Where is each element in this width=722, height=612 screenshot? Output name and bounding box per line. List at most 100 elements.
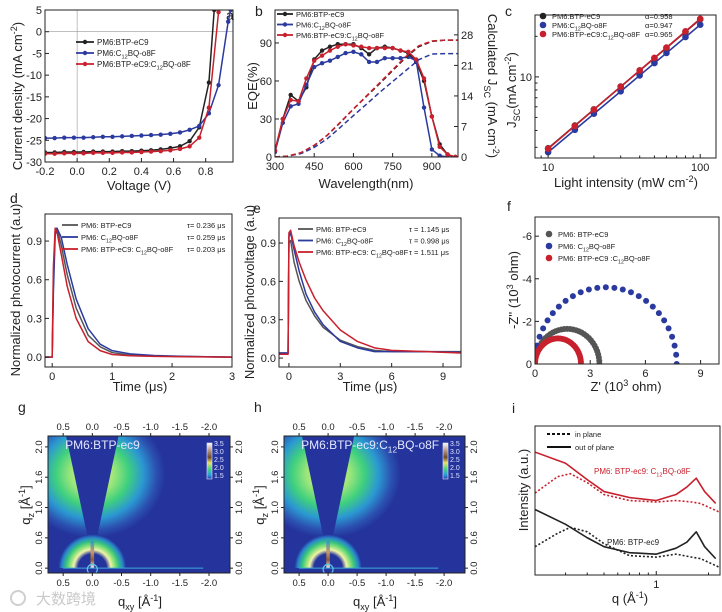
data-point <box>413 57 419 62</box>
y-tick-label: 0 <box>526 359 532 371</box>
data-point <box>562 297 569 304</box>
legend-item: PM6:BTP-eC9:C12BQ-o8F <box>76 60 191 71</box>
series-line <box>535 526 720 569</box>
x-tick-label-top: -1.0 <box>142 422 158 433</box>
x-tick-label: 1 <box>653 579 659 591</box>
y-tick-label: 30 <box>260 114 272 126</box>
plot-frame <box>274 9 459 158</box>
data-point <box>571 122 579 130</box>
series-line <box>279 229 461 355</box>
colorbar-tick-label: 1.5 <box>214 473 224 480</box>
panel-letter-c: c <box>505 3 512 19</box>
legend-label: PM6:C12BQ-o8F <box>97 49 156 60</box>
legend-label: PM6: C12BQ-o8F <box>81 233 139 244</box>
data-point <box>390 55 395 61</box>
x-axis-label: Voltage (V) <box>107 178 171 193</box>
legend-label: PM6: C12BQ-o8F <box>316 237 374 248</box>
y-tick-label: 0.6 <box>34 531 45 544</box>
x-axis-label: Time (μs) <box>113 379 168 394</box>
data-point <box>366 59 372 65</box>
x-tick-label-top: -1.5 <box>172 422 188 433</box>
data-point <box>91 135 96 140</box>
data-point <box>577 289 584 296</box>
data-point <box>216 82 221 88</box>
data-point <box>52 135 57 141</box>
data-point <box>62 135 67 140</box>
y-tick-label: 90 <box>260 38 272 50</box>
x-tick-label: -0.2 <box>36 166 55 178</box>
x-tick-label: -2.0 <box>201 578 217 589</box>
y-tick-label-right: 1.0 <box>234 501 245 514</box>
legend-item: PM6:BTP-eC9 <box>277 10 344 19</box>
data-point <box>544 145 552 153</box>
x-tick-label: -1.0 <box>378 578 394 589</box>
data-point <box>319 48 325 53</box>
data-point <box>148 132 154 138</box>
plot-area <box>279 229 461 355</box>
legend-item: PM6:BTP-eC9 α=0.958 <box>539 12 672 21</box>
x-tick-label: 1 <box>109 371 115 383</box>
x-tick-label-top: 0.5 <box>292 422 305 433</box>
data-point <box>611 284 618 291</box>
data-point <box>288 92 293 98</box>
y2-tick-label: 0 <box>461 152 467 164</box>
data-point <box>635 293 642 300</box>
x-tick-label: 2 <box>169 371 175 383</box>
data-point <box>445 152 450 157</box>
series-line <box>535 472 720 514</box>
data-point <box>187 138 192 144</box>
panel-g: PM6:BTP-ec9 3.53.02.52.01.50.50.50.00.0-0… <box>17 422 245 612</box>
plot-frame <box>278 217 462 368</box>
panel-letter-e: e <box>253 200 261 216</box>
data-point <box>617 83 624 90</box>
data-point <box>682 33 689 41</box>
series-2 <box>45 227 232 358</box>
data-point <box>549 310 556 317</box>
y-tick-label: 2.0 <box>34 440 45 453</box>
legend-label: PM6:BTP-eC9:C12BQ-o8F <box>97 60 191 71</box>
x-tick-label: 0.2 <box>102 166 117 178</box>
y-axis-label: Normalized photocurrent (a.u) <box>8 204 23 377</box>
y-tick-label-right: 0.6 <box>469 531 480 544</box>
data-point <box>374 45 380 51</box>
legend-item: PM6: C12BQ-o8F τ= 0.259 μs <box>62 233 226 244</box>
y-tick-label: 0.9 <box>261 238 276 250</box>
legend-tau: τ = 1.145 μs <box>409 225 450 234</box>
y-tick-label: 0 <box>266 152 272 164</box>
legend-marker <box>82 39 88 45</box>
y-tick-label: 1.6 <box>270 471 281 484</box>
data-point <box>351 43 356 48</box>
legend-label: PM6:BTP-eC9:C12BQ-o8F <box>552 30 640 41</box>
y-tick-label: -25 <box>26 135 42 147</box>
colorbar-tick-label: 2.0 <box>214 465 224 472</box>
legend-marker <box>282 32 288 38</box>
x-tick-label: 450 <box>305 161 323 173</box>
x-tick-label: -1.5 <box>172 578 188 589</box>
annotation-label: PM6: BTP-ec9 <box>607 538 660 547</box>
data-point <box>343 50 348 56</box>
data-point <box>406 49 411 55</box>
x-tick-label: 100 <box>691 162 709 174</box>
legend-item: PM6: BTP-eC9 :C12BQ-o8F <box>545 254 651 265</box>
x-axis-label: q (Å-1) <box>612 590 648 606</box>
data-point <box>343 42 348 47</box>
data-point <box>110 134 115 140</box>
x-tick-label-top: -0.5 <box>349 422 365 433</box>
series-line <box>45 10 232 139</box>
data-point <box>228 10 233 13</box>
data-point <box>327 58 333 63</box>
x-tick-label-top: -2.0 <box>201 422 217 433</box>
data-point <box>158 132 163 137</box>
series-1 <box>544 21 704 156</box>
panel-f: 0 3 6 9 0 -2 -4 -6 Z' (103 ohm) -Z'' (103 ohm) PM6… <box>505 216 720 394</box>
x-tick-label: 0 <box>49 371 55 383</box>
x-tick-label: 3 <box>337 371 343 383</box>
legend-item: PM6: C12BQ-o8F τ = 0.998 μs <box>298 237 450 248</box>
data-point <box>158 148 163 154</box>
data-point <box>636 67 643 74</box>
data-point <box>335 54 340 60</box>
panel-e: 0 3 6 9 0.0 0.3 0.6 0.9 Time (μs) Normalized phot… <box>242 205 462 394</box>
data-point <box>312 64 317 70</box>
data-point <box>168 131 173 136</box>
legend-item: PM6:C12BQ-o8F α=0.947 <box>539 21 672 32</box>
